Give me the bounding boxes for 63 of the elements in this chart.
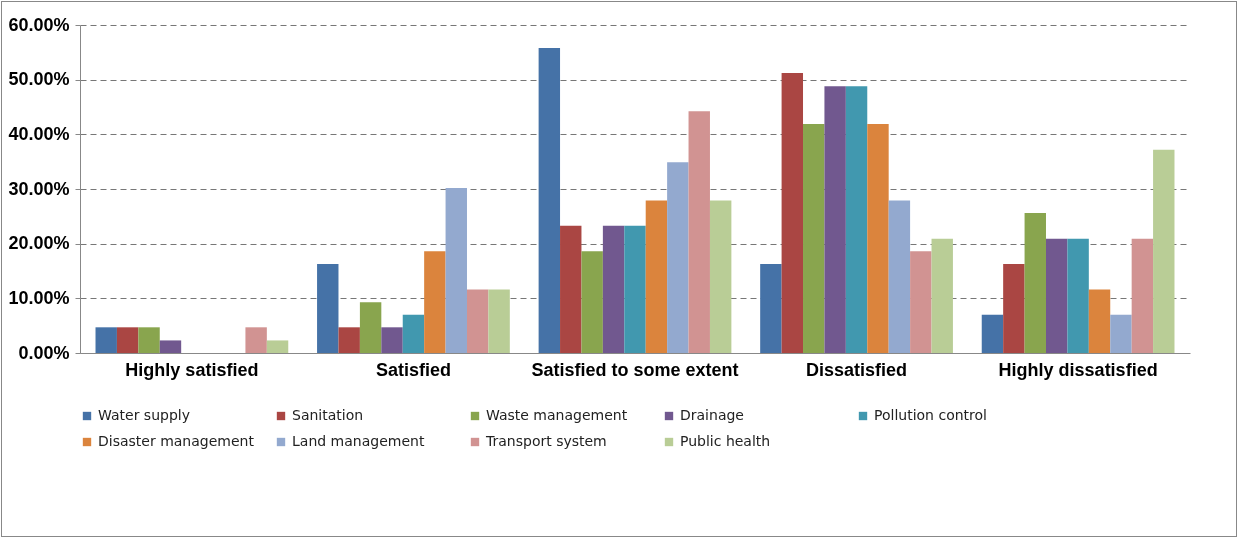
bar bbox=[338, 327, 360, 353]
y-tick-label: 20.00% bbox=[8, 233, 70, 254]
bar bbox=[424, 251, 446, 353]
bar bbox=[1153, 149, 1175, 353]
bar bbox=[538, 47, 561, 353]
legend-label: Drainage bbox=[680, 407, 744, 423]
bar bbox=[95, 327, 117, 353]
legend-label: Waste management bbox=[486, 407, 628, 423]
bar bbox=[1024, 213, 1046, 353]
bar bbox=[245, 327, 267, 353]
bar bbox=[1003, 263, 1025, 353]
x-tick-label: Highly satisfied bbox=[125, 359, 259, 380]
bar bbox=[667, 162, 689, 353]
y-tick-label: 30.00% bbox=[8, 178, 70, 199]
legend-label: Sanitation bbox=[292, 407, 364, 423]
bar bbox=[445, 187, 467, 353]
bar bbox=[910, 251, 932, 353]
bar bbox=[116, 327, 139, 353]
legend-label: Disaster management bbox=[98, 433, 255, 449]
bar bbox=[581, 251, 603, 353]
bar bbox=[402, 314, 425, 353]
y-tick-label: 10.00% bbox=[8, 287, 70, 308]
bar bbox=[931, 238, 953, 353]
bar bbox=[560, 225, 582, 353]
y-tick-label: 0.00% bbox=[18, 342, 70, 363]
bar bbox=[803, 123, 825, 353]
bar bbox=[624, 225, 646, 353]
bar bbox=[466, 289, 489, 353]
bar bbox=[781, 73, 804, 353]
bar bbox=[381, 327, 403, 353]
bar bbox=[1131, 238, 1154, 353]
legend-label: Transport system bbox=[485, 433, 607, 449]
y-tick-label: 50.00% bbox=[8, 69, 70, 90]
bar bbox=[845, 86, 868, 353]
bar bbox=[602, 225, 625, 353]
x-tick-label: Satisfied bbox=[375, 359, 451, 380]
bar bbox=[359, 302, 382, 353]
bar bbox=[1088, 289, 1111, 353]
bar bbox=[1045, 238, 1068, 353]
bar bbox=[824, 86, 846, 353]
bar bbox=[138, 327, 160, 353]
bar bbox=[1067, 238, 1089, 353]
y-tick-label: 40.00% bbox=[8, 123, 70, 144]
bar bbox=[867, 123, 889, 353]
bar bbox=[488, 289, 510, 353]
bar bbox=[317, 263, 339, 353]
x-tick-label: Dissatisfied bbox=[806, 359, 908, 380]
bar bbox=[981, 314, 1004, 353]
x-tick-label: Satisfied to some extent bbox=[531, 359, 739, 380]
bar bbox=[266, 340, 289, 353]
bar bbox=[688, 111, 710, 353]
bar bbox=[645, 200, 668, 353]
bar bbox=[888, 200, 911, 353]
bar bbox=[1110, 314, 1132, 353]
legend-label: Land management bbox=[292, 433, 425, 449]
legend-label: Water supply bbox=[98, 407, 190, 423]
bar bbox=[760, 263, 782, 353]
legend-label: Public health bbox=[680, 433, 771, 449]
bar bbox=[159, 340, 182, 353]
legend-label: Pollution control bbox=[874, 407, 987, 423]
bar bbox=[709, 200, 732, 353]
y-tick-label: 60.00% bbox=[8, 14, 70, 35]
x-tick-label: Highly dissatisfied bbox=[998, 359, 1158, 380]
